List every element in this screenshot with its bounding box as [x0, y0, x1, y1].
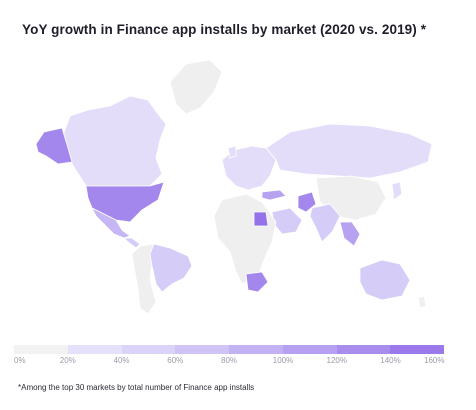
region-saudi-arabia — [271, 207, 303, 235]
legend-tick-label: 120% — [326, 356, 347, 365]
region-alaska — [35, 127, 73, 165]
region-europe — [221, 145, 277, 191]
legend-swatch — [229, 345, 283, 354]
legend-swatch — [336, 345, 391, 354]
region-united-kingdom — [227, 145, 237, 159]
region-india — [309, 203, 341, 243]
region-egypt — [253, 211, 269, 227]
legend-tick-labels: 0% 20% 40% 60% 80% 100% 120% 140% 160% — [14, 356, 444, 368]
region-japan — [391, 181, 403, 201]
chart-title: YoY growth in Finance app installs by ma… — [22, 22, 427, 37]
legend-swatch — [175, 345, 229, 354]
region-southeast-asia — [339, 221, 361, 247]
legend-tick-label: 40% — [113, 356, 130, 365]
legend-swatch — [390, 345, 444, 354]
legend-swatch — [121, 345, 176, 354]
region-new-zealand — [417, 295, 427, 309]
world-map — [35, 59, 433, 315]
region-mexico — [91, 207, 131, 239]
legend-tick-label: 160% — [424, 356, 445, 365]
region-central-america — [123, 237, 141, 249]
region-brazil — [149, 243, 193, 293]
legend-tick-label: 100% — [272, 356, 294, 365]
legend-tick-label: 20% — [59, 356, 76, 365]
region-greenland — [169, 59, 223, 115]
region-canada — [61, 95, 167, 187]
legend-tick-label: 0% — [14, 356, 26, 365]
legend-tick-label: 80% — [221, 356, 238, 365]
legend-tick-label: 60% — [167, 356, 184, 365]
region-russia — [265, 123, 433, 179]
legend-swatch — [67, 345, 122, 354]
region-australia — [359, 259, 411, 301]
legend-tick-label: 140% — [380, 356, 401, 365]
footnote: *Among the top 30 markets by total numbe… — [18, 383, 255, 392]
region-africa — [213, 193, 277, 285]
region-south-africa — [245, 271, 269, 293]
legend-color-scale — [14, 345, 444, 354]
region-pakistan — [297, 191, 317, 213]
region-turkey — [261, 189, 287, 201]
legend-swatch — [14, 345, 68, 354]
legend-swatch — [282, 345, 337, 354]
